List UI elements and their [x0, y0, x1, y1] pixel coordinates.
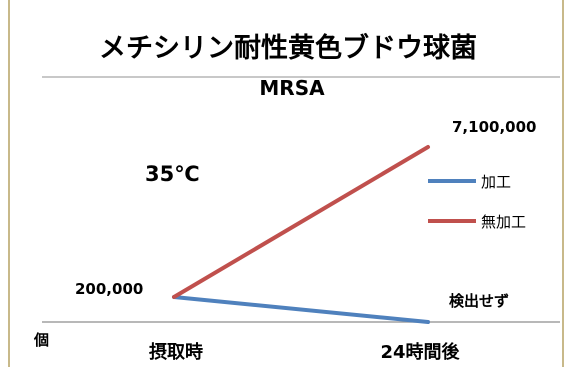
legend-label: 加工 [481, 173, 511, 191]
series-line-0 [172, 295, 430, 324]
x-tick-label: 摂取時 [149, 341, 203, 363]
series-line-1 [172, 145, 430, 299]
untreated-end-value-label: 7,100,000 [452, 118, 536, 136]
legend-label: 無加工 [481, 213, 526, 231]
chart-title: メチシリン耐性黄色ブドウ球菌 [99, 32, 477, 64]
category-labels: 摂取時 24時間後 [149, 341, 461, 363]
treated-end-value-label: 検出せず [449, 292, 509, 310]
x-tick-label: 24時間後 [380, 341, 460, 363]
chart-subtitle: MRSA [259, 76, 325, 100]
chart-frame [8, 0, 564, 367]
temperature-annotation: 35℃ [145, 162, 200, 186]
y-unit-label: 個 [33, 331, 49, 349]
start-value-label: 200,000 [75, 280, 143, 298]
series-layer [172, 145, 430, 324]
